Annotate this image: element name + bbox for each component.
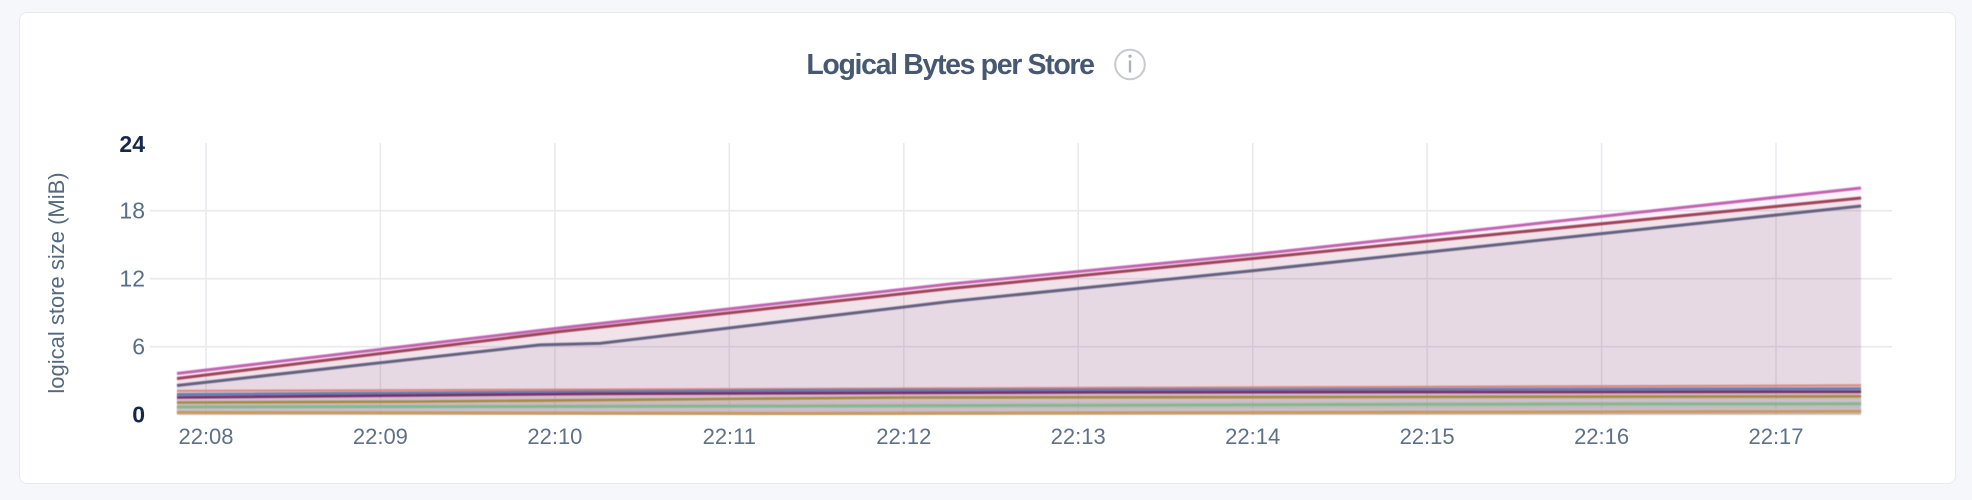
svg-text:24: 24 bbox=[119, 131, 145, 157]
svg-text:22:09: 22:09 bbox=[353, 424, 408, 449]
svg-text:22:15: 22:15 bbox=[1400, 424, 1455, 449]
svg-text:22:08: 22:08 bbox=[178, 424, 233, 449]
svg-text:22:14: 22:14 bbox=[1225, 424, 1280, 449]
svg-text:22:10: 22:10 bbox=[527, 424, 582, 449]
svg-text:22:16: 22:16 bbox=[1574, 424, 1629, 449]
svg-text:0: 0 bbox=[132, 402, 145, 428]
svg-text:22:13: 22:13 bbox=[1051, 424, 1106, 449]
svg-text:logical store size (MiB): logical store size (MiB) bbox=[44, 172, 69, 393]
svg-text:22:12: 22:12 bbox=[876, 424, 931, 449]
svg-text:6: 6 bbox=[132, 334, 145, 360]
svg-text:Logical Bytes per Store: Logical Bytes per Store bbox=[806, 49, 1094, 81]
svg-text:22:17: 22:17 bbox=[1748, 424, 1803, 449]
svg-text:18: 18 bbox=[119, 198, 145, 224]
svg-text:12: 12 bbox=[119, 266, 145, 292]
svg-text:22:11: 22:11 bbox=[703, 424, 756, 449]
